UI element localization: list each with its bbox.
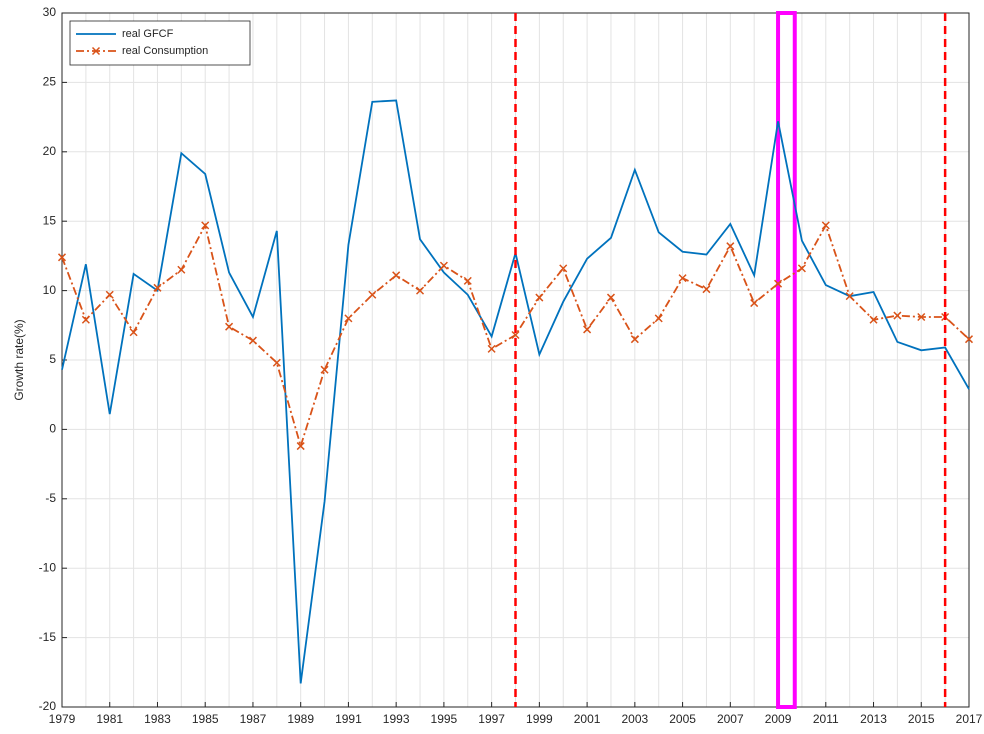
marker xyxy=(463,276,472,285)
marker xyxy=(678,274,687,283)
y-tick-label: 10 xyxy=(43,283,57,297)
marker xyxy=(821,221,830,230)
marker xyxy=(750,299,759,308)
x-tick-label: 1983 xyxy=(144,712,171,726)
x-tick-label: 2013 xyxy=(860,712,887,726)
marker xyxy=(296,442,305,451)
x-tick-label: 2017 xyxy=(956,712,983,726)
marker xyxy=(415,286,425,295)
marker xyxy=(559,264,568,273)
y-tick-label: -15 xyxy=(39,630,57,644)
y-tick-label: 25 xyxy=(43,75,57,89)
y-tick-label: 5 xyxy=(49,352,56,366)
x-tick-label: 1985 xyxy=(192,712,219,726)
marker xyxy=(177,265,186,274)
marker xyxy=(368,290,377,299)
marker xyxy=(774,279,783,288)
marker xyxy=(344,314,353,323)
marker xyxy=(726,242,735,251)
marker xyxy=(105,290,114,299)
highlight-box xyxy=(776,11,797,709)
marker xyxy=(654,314,663,323)
x-tick-label: 1989 xyxy=(287,712,314,726)
marker xyxy=(869,315,878,324)
marker xyxy=(917,312,926,322)
legend-label: real Consumption xyxy=(122,45,208,57)
marker xyxy=(57,253,67,262)
y-axis-label: Growth rate(%) xyxy=(12,319,26,400)
x-tick-label: 2011 xyxy=(813,712,839,726)
x-tick-label: 1991 xyxy=(335,712,362,726)
marker xyxy=(487,344,496,353)
legend: real GFCF real Consumption xyxy=(69,20,251,66)
marker xyxy=(153,283,162,292)
legend-label: real GFCF xyxy=(122,28,174,40)
y-tick-label: -10 xyxy=(39,560,57,574)
x-tick-label: 2015 xyxy=(908,712,935,726)
marker xyxy=(201,221,210,230)
x-tick-label: 2009 xyxy=(765,712,792,726)
marker xyxy=(272,358,281,367)
x-tick-label: 2001 xyxy=(574,712,601,726)
x-tick-label: 1987 xyxy=(240,712,267,726)
marker xyxy=(893,311,902,320)
y-tick-label: -20 xyxy=(39,699,57,713)
marker xyxy=(702,285,711,294)
marker xyxy=(797,264,806,273)
marker xyxy=(845,292,854,301)
marker xyxy=(439,261,448,270)
x-tick-label: 1979 xyxy=(49,712,76,726)
marker xyxy=(248,336,257,345)
marker xyxy=(606,293,616,302)
y-tick-label: 0 xyxy=(49,422,56,436)
marker xyxy=(225,322,234,331)
legend-marker xyxy=(91,46,101,56)
y-tick-label: 15 xyxy=(43,213,57,227)
marker xyxy=(535,293,544,302)
x-tick-label: 1999 xyxy=(526,712,553,726)
marker xyxy=(129,328,138,337)
x-tick-label: 1993 xyxy=(383,712,410,726)
marker xyxy=(392,271,401,280)
legend-box xyxy=(69,20,251,66)
marker xyxy=(320,365,329,374)
y-tick-label: 20 xyxy=(43,144,57,158)
y-tick-label: 30 xyxy=(43,5,57,19)
x-tick-label: 2007 xyxy=(717,712,744,726)
y-tick-label: -5 xyxy=(45,491,56,505)
marker xyxy=(583,325,592,334)
marker xyxy=(511,330,520,340)
x-tick-label: 1995 xyxy=(431,712,458,726)
marker xyxy=(630,335,639,344)
marker xyxy=(964,335,974,344)
x-tick-label: 2003 xyxy=(621,712,648,726)
marker xyxy=(81,315,90,324)
x-tick-label: 1997 xyxy=(478,712,505,726)
x-tick-label: 1981 xyxy=(96,712,123,726)
x-tick-label: 2005 xyxy=(669,712,696,726)
